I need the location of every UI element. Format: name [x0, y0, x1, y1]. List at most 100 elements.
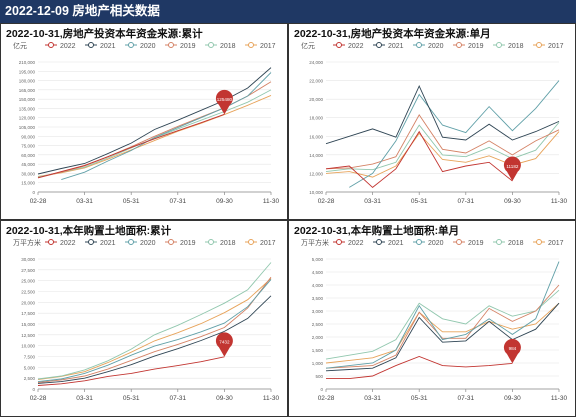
- x-tick-label: 05-31: [123, 395, 140, 402]
- legend-swatch-dot: [536, 42, 542, 48]
- legend-item: 2018: [205, 42, 236, 50]
- legend-item: 2018: [493, 239, 524, 247]
- y-tick-label: 1,500: [312, 348, 324, 353]
- pin-shape: [503, 156, 521, 182]
- series-line-2019: [325, 114, 560, 170]
- y-tick-label: 2,500: [24, 376, 36, 381]
- x-tick-label: 09-30: [504, 395, 521, 402]
- legend-label: 2017: [548, 43, 564, 50]
- y-tick-label: 150,000: [19, 97, 36, 102]
- x-tick-label: 02-28: [318, 198, 335, 205]
- series-line-2022: [326, 356, 513, 380]
- legend-label: 2019: [180, 43, 196, 50]
- x-tick-label: 05-31: [411, 198, 428, 205]
- x-tick-label: 11-30: [551, 395, 568, 402]
- legend-label: 2019: [468, 240, 484, 247]
- legend-label: 2017: [260, 43, 276, 50]
- legend-item: 2019: [453, 42, 484, 50]
- y-tick-label: 18,000: [309, 116, 323, 121]
- chart-panel-fund-monthly: 2022-10-31,房地产投资本年资金来源:单月 亿元 2022 2021 2020…: [288, 23, 576, 220]
- legend-swatch-dot: [88, 239, 94, 245]
- y-tick-label: 60,000: [21, 153, 35, 158]
- x-tick-label: 07-31: [169, 395, 186, 402]
- data-pin-marker: 125480: [215, 89, 233, 115]
- legend-label: 2017: [548, 240, 564, 247]
- y-tick-label: 20,000: [21, 300, 35, 305]
- y-tick-label: 0: [32, 387, 35, 392]
- x-tick-label: 03-31: [364, 395, 381, 402]
- series-line-2018: [37, 89, 272, 178]
- legend-label: 2018: [220, 43, 236, 50]
- pin-value-label: 7432: [219, 340, 230, 345]
- chart-title: 2022-10-31,房地产投资本年资金来源:累计: [6, 28, 203, 40]
- y-axis-unit-label: 万平方米: [13, 238, 41, 247]
- legend: 亿元 2022 2021 2020 2019 2018 2017: [301, 41, 564, 50]
- legend: 万平方米 2022 2021 2020 2019 2018 2017: [301, 238, 564, 247]
- y-tick-label: 1,000: [312, 361, 324, 366]
- legend-label: 2020: [140, 240, 156, 247]
- legend-label: 2022: [348, 240, 364, 247]
- series-line-2021: [37, 67, 272, 175]
- legend-item: 2018: [493, 42, 524, 50]
- x-tick-label: 11-30: [551, 198, 568, 205]
- pin-value-label: 984: [509, 346, 517, 351]
- y-tick-label: 17,500: [21, 311, 35, 316]
- pin-shape: [215, 332, 233, 357]
- legend-label: 2020: [428, 43, 444, 50]
- x-tick-label: 11-30: [263, 395, 280, 402]
- y-tick-label: 22,000: [309, 79, 323, 84]
- legend-item: 2017: [245, 42, 276, 50]
- y-tick-label: 24,000: [309, 60, 323, 65]
- legend-swatch-dot: [456, 42, 462, 48]
- legend-swatch-dot: [208, 239, 214, 245]
- legend-swatch-dot: [88, 42, 94, 48]
- series-line-2017: [325, 302, 560, 364]
- y-tick-label: 30,000: [21, 257, 35, 262]
- legend-swatch-dot: [128, 239, 134, 245]
- y-tick-label: 10,000: [21, 344, 35, 349]
- series-line-2020: [37, 279, 272, 383]
- x-tick-label: 03-31: [364, 198, 381, 205]
- chart-title: 2022-10-31,本年购置土地面积:单月: [294, 225, 460, 237]
- legend-item: 2020: [125, 239, 156, 247]
- series-line-2021: [37, 295, 272, 384]
- legend: 万平方米 2022 2021 2020 2019 2018 2017: [13, 238, 276, 247]
- series-line-2022: [37, 113, 225, 179]
- legend-item: 2021: [85, 42, 116, 50]
- legend-label: 2020: [140, 43, 156, 50]
- data-pin-marker: 7432: [215, 332, 233, 357]
- x-tick-label: 02-28: [318, 395, 335, 402]
- y-axis-unit-label: 亿元: [13, 41, 27, 50]
- chart-title: 2022-10-31,本年购置土地面积:累计: [6, 225, 172, 237]
- y-tick-label: 3,500: [312, 296, 324, 301]
- y-tick-label: 15,000: [21, 181, 35, 186]
- y-tick-label: 0: [32, 190, 35, 195]
- y-tick-label: 180,000: [19, 79, 36, 84]
- y-tick-label: 105,000: [19, 125, 36, 130]
- legend-label: 2022: [60, 240, 76, 247]
- series-line-2021: [325, 302, 560, 372]
- legend-item: 2021: [85, 239, 116, 247]
- y-tick-label: 12,000: [309, 171, 323, 176]
- y-tick-label: 3,000: [312, 309, 324, 314]
- fund-monthly-chart: 亿元 2022 2021 2020 2019 2018 2017 10,000 12,000 14…: [301, 41, 568, 205]
- y-tick-label: 10,000: [309, 190, 323, 195]
- page-title: 2022-12-09 房地产相关数据: [5, 4, 160, 18]
- legend-swatch-dot: [248, 42, 254, 48]
- x-tick-label: 05-31: [411, 395, 428, 402]
- pin-value-label: 11182: [506, 164, 519, 169]
- legend-swatch-dot: [536, 239, 542, 245]
- y-tick-label: 7,500: [24, 355, 36, 360]
- x-tick-label: 11-30: [263, 198, 280, 205]
- pin-value-label: 125480: [217, 97, 233, 102]
- y-tick-label: 4,000: [312, 283, 324, 288]
- y-tick-label: 27,500: [21, 268, 35, 273]
- x-tick-label: 09-30: [216, 198, 233, 205]
- y-tick-label: 15,000: [21, 322, 35, 327]
- legend-item: 2019: [165, 239, 196, 247]
- legend-label: 2021: [388, 240, 404, 247]
- legend-label: 2021: [388, 43, 404, 50]
- y-tick-label: 45,000: [21, 162, 35, 167]
- land-monthly-chart: 万平方米 2022 2021 2020 2019 2018 2017 0 500 1,000 1,5…: [301, 238, 568, 402]
- x-tick-label: 02-28: [30, 198, 47, 205]
